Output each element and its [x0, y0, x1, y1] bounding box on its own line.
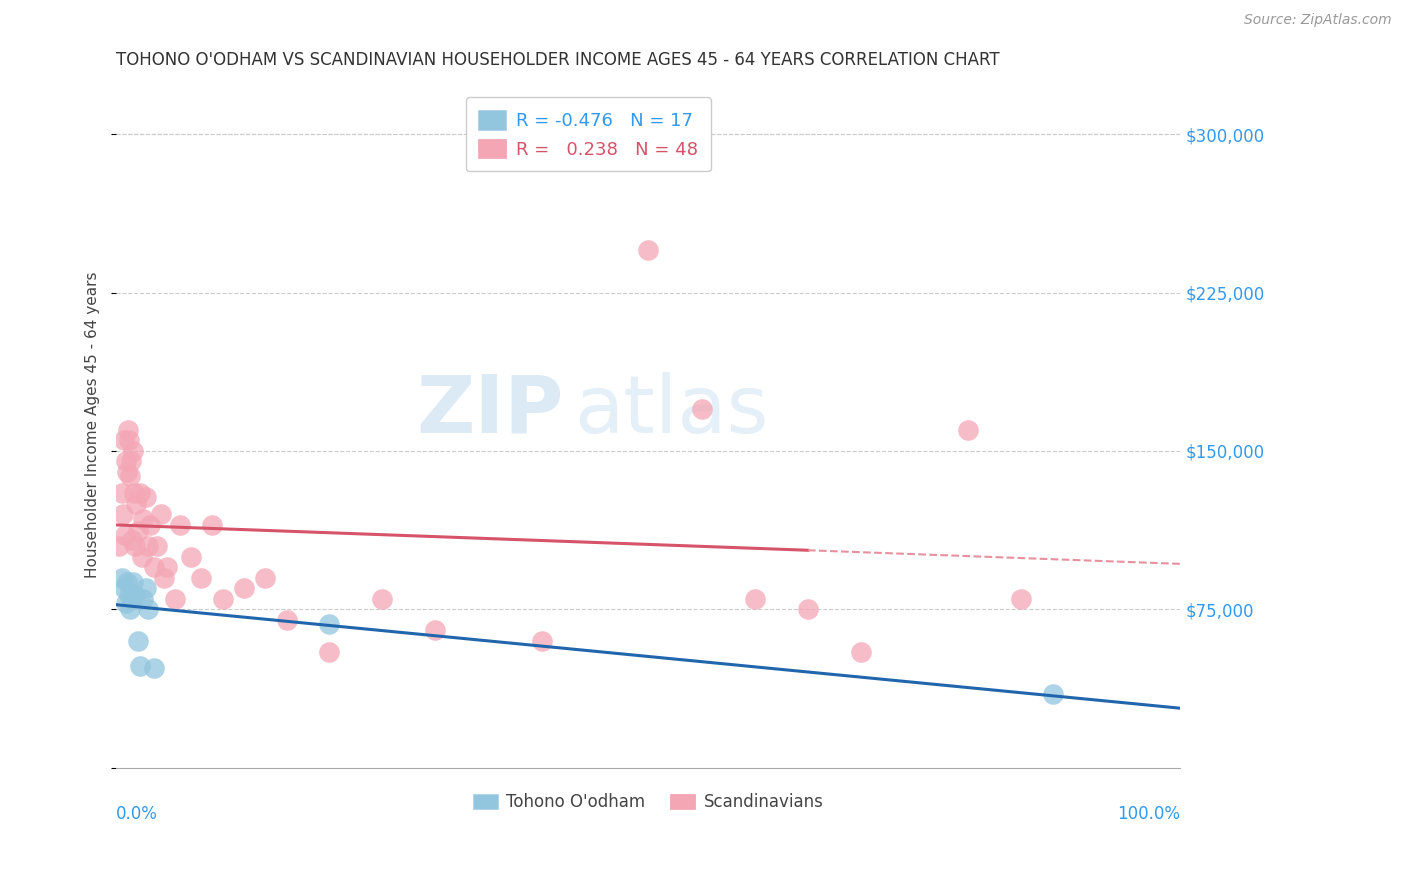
- Text: Source: ZipAtlas.com: Source: ZipAtlas.com: [1244, 13, 1392, 28]
- Point: [136, 602, 159, 616]
- Point: [112, 434, 135, 448]
- Point: [118, 434, 141, 448]
- Point: [1042, 687, 1064, 701]
- Point: [254, 571, 277, 585]
- Point: [371, 591, 394, 606]
- Point: [142, 560, 165, 574]
- Point: [135, 491, 157, 505]
- Point: [169, 517, 191, 532]
- Point: [637, 244, 659, 258]
- Point: [121, 591, 143, 606]
- Point: [956, 423, 979, 437]
- Point: [136, 539, 159, 553]
- Point: [132, 511, 155, 525]
- Point: [120, 454, 142, 468]
- Point: [156, 560, 179, 574]
- Point: [530, 634, 553, 648]
- Point: [1010, 591, 1032, 606]
- Point: [849, 644, 872, 658]
- Point: [115, 574, 138, 589]
- Point: [122, 574, 145, 589]
- Point: [120, 469, 142, 483]
- Point: [211, 591, 233, 606]
- Point: [201, 517, 224, 532]
- Point: [108, 539, 131, 553]
- Text: atlas: atlas: [574, 372, 768, 450]
- Point: [180, 549, 202, 564]
- Point: [115, 465, 138, 479]
- Point: [797, 602, 820, 616]
- Point: [121, 533, 143, 547]
- Point: [149, 508, 172, 522]
- Point: [127, 524, 149, 538]
- Point: [112, 581, 135, 595]
- Point: [124, 539, 146, 553]
- Text: 100.0%: 100.0%: [1118, 805, 1181, 823]
- Point: [115, 454, 138, 468]
- Point: [132, 591, 155, 606]
- Point: [124, 588, 146, 602]
- Point: [131, 549, 153, 564]
- Point: [233, 581, 256, 595]
- Point: [135, 581, 157, 595]
- Text: ZIP: ZIP: [416, 372, 564, 450]
- Point: [190, 571, 212, 585]
- Point: [120, 602, 142, 616]
- Point: [318, 617, 340, 632]
- Point: [128, 486, 150, 500]
- Point: [318, 644, 340, 658]
- Text: 0.0%: 0.0%: [117, 805, 157, 823]
- Point: [139, 517, 162, 532]
- Point: [110, 486, 132, 500]
- Point: [110, 571, 132, 585]
- Point: [145, 539, 167, 553]
- Point: [153, 571, 176, 585]
- Point: [124, 486, 146, 500]
- Point: [117, 423, 139, 437]
- Point: [163, 591, 186, 606]
- Point: [425, 624, 447, 638]
- Point: [127, 634, 149, 648]
- Y-axis label: Householder Income Ages 45 - 64 years: Householder Income Ages 45 - 64 years: [86, 271, 100, 578]
- Point: [125, 497, 148, 511]
- Point: [276, 613, 298, 627]
- Legend: Tohono O'odham, Scandinavians: Tohono O'odham, Scandinavians: [467, 787, 831, 818]
- Point: [118, 588, 141, 602]
- Point: [142, 661, 165, 675]
- Point: [111, 508, 134, 522]
- Point: [128, 659, 150, 673]
- Point: [114, 528, 136, 542]
- Point: [744, 591, 766, 606]
- Text: TOHONO O'ODHAM VS SCANDINAVIAN HOUSEHOLDER INCOME AGES 45 - 64 YEARS CORRELATION: TOHONO O'ODHAM VS SCANDINAVIAN HOUSEHOLD…: [117, 51, 1000, 69]
- Point: [122, 444, 145, 458]
- Point: [690, 401, 713, 416]
- Point: [115, 596, 138, 610]
